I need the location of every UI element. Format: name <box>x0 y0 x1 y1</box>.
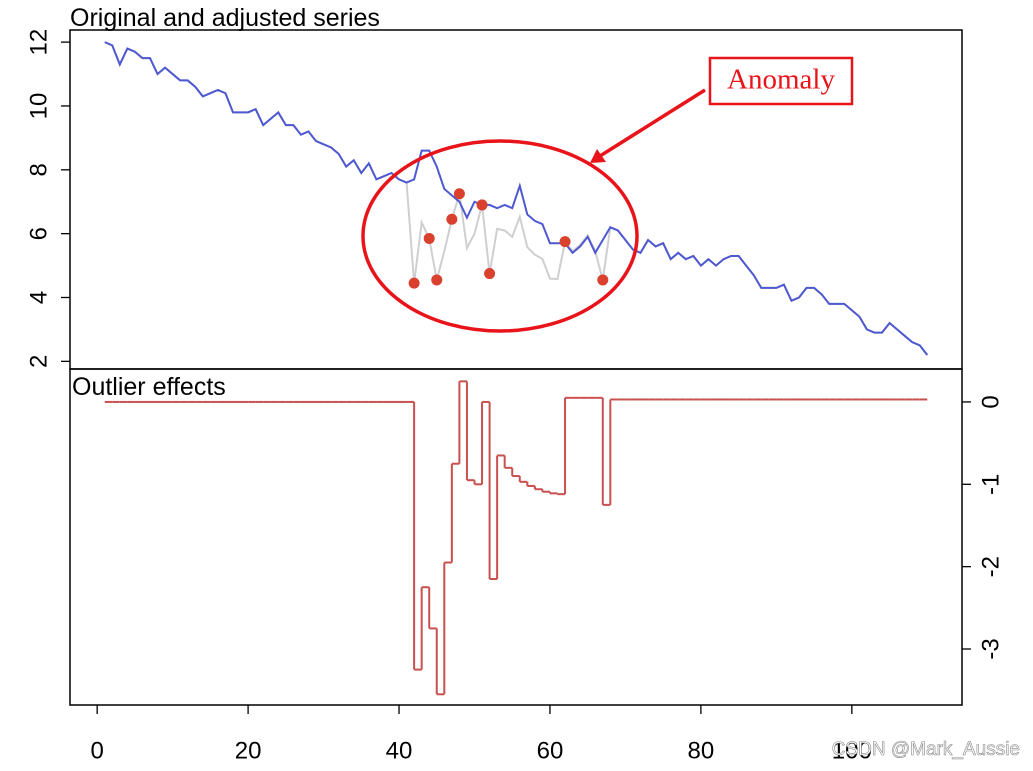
series-line <box>104 41 929 356</box>
outlier-point <box>423 232 435 244</box>
outlier-point <box>408 277 420 289</box>
x-tick-label: 80 <box>688 737 715 764</box>
annotation: Anomaly <box>727 64 835 96</box>
outlier-point <box>559 236 571 248</box>
y-tick-label: -2 <box>977 556 1004 577</box>
y-tick-label: -3 <box>977 638 1004 659</box>
outlier-point <box>453 188 465 200</box>
watermark: CSDN @Mark_Aussie <box>832 739 1020 760</box>
outlier-point <box>446 213 458 225</box>
top-title: Original and adjusted series <box>70 4 380 32</box>
arrow-head <box>590 149 606 163</box>
x-tick-label: 20 <box>235 737 262 764</box>
outlier-point <box>431 274 443 286</box>
annotation-arrow <box>599 88 706 158</box>
y-tick-label: -1 <box>977 474 1004 495</box>
x-tick-label: 100 <box>832 737 872 764</box>
marks: 2 4 6 8 10 12 0 -1 -2 -3 0 20 40 60 80 100 <box>25 29 1004 765</box>
y-tick-label: 4 <box>25 291 52 304</box>
outlier-point <box>484 268 496 280</box>
y-tick-label: 6 <box>25 227 52 240</box>
y-tick-label: 0 <box>977 395 1004 408</box>
bottom-panel-frame <box>69 368 963 706</box>
outlier-point <box>476 199 488 211</box>
y-tick-label: 12 <box>25 29 52 56</box>
y-tick-label: 2 <box>25 355 52 368</box>
y-tick-label: 10 <box>25 93 52 120</box>
x-tick-label: 40 <box>386 737 413 764</box>
anomaly-ellipse <box>361 139 639 333</box>
bottom-title: Outlier effects <box>72 373 226 401</box>
y-tick-label: 8 <box>25 163 52 176</box>
x-tick-label: 0 <box>90 737 103 764</box>
outlier-point <box>597 274 609 286</box>
x-tick-label: 60 <box>537 737 564 764</box>
annotation-box <box>708 56 854 106</box>
